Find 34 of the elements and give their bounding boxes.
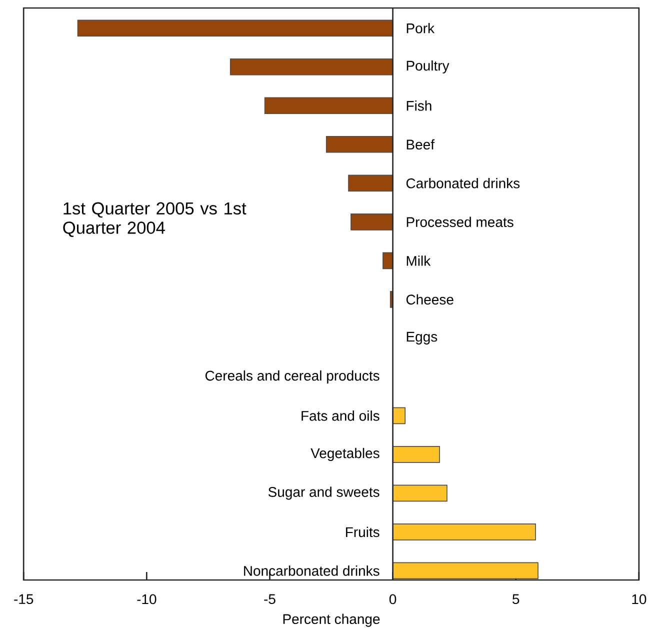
x-axis-title: Percent change — [283, 614, 380, 627]
x-tick-label: -5 — [264, 594, 276, 604]
y-tick-label: Sugar and sweets — [268, 486, 380, 500]
y-tick-label: Carbonated drinks — [406, 178, 520, 188]
x-tick-label: 10 — [632, 594, 646, 604]
bar — [77, 20, 394, 37]
y-tick-label: Milk — [406, 256, 431, 266]
annotation: 1st Quarter 2005 vs 1st Quarter 2004 — [63, 202, 246, 237]
x-tick-label: 0 — [389, 594, 396, 604]
y-tick-label: Noncarbonated drinks — [244, 566, 380, 576]
bar — [326, 136, 394, 153]
bar — [348, 174, 394, 192]
y-tick-label: Processed meats — [406, 216, 514, 228]
x-tick-label: -15 — [14, 594, 34, 604]
bar — [392, 562, 538, 580]
y-tick-label: Fruits — [346, 526, 380, 538]
y-tick-label: Pork — [406, 23, 435, 34]
y-tick-label: Fish — [406, 100, 432, 111]
y-tick-label: Poultry — [406, 60, 450, 74]
bar — [392, 484, 448, 502]
x-tick-label: 5 — [512, 594, 520, 604]
y-tick-label: Beef — [406, 139, 435, 150]
x-tick-label: -10 — [137, 594, 156, 604]
bar — [392, 446, 440, 463]
bar — [392, 407, 406, 424]
y-tick-label: Eggs — [406, 332, 438, 344]
bar — [264, 97, 394, 114]
y-tick-label: Cereals and cereal products — [205, 370, 380, 384]
y-tick-label: Cheese — [406, 294, 454, 305]
y-tick-label: Vegetables — [310, 448, 380, 461]
y-tick-label: Fats and oils — [302, 410, 380, 421]
bar — [392, 524, 536, 540]
bar — [230, 58, 394, 76]
bar — [350, 214, 394, 230]
